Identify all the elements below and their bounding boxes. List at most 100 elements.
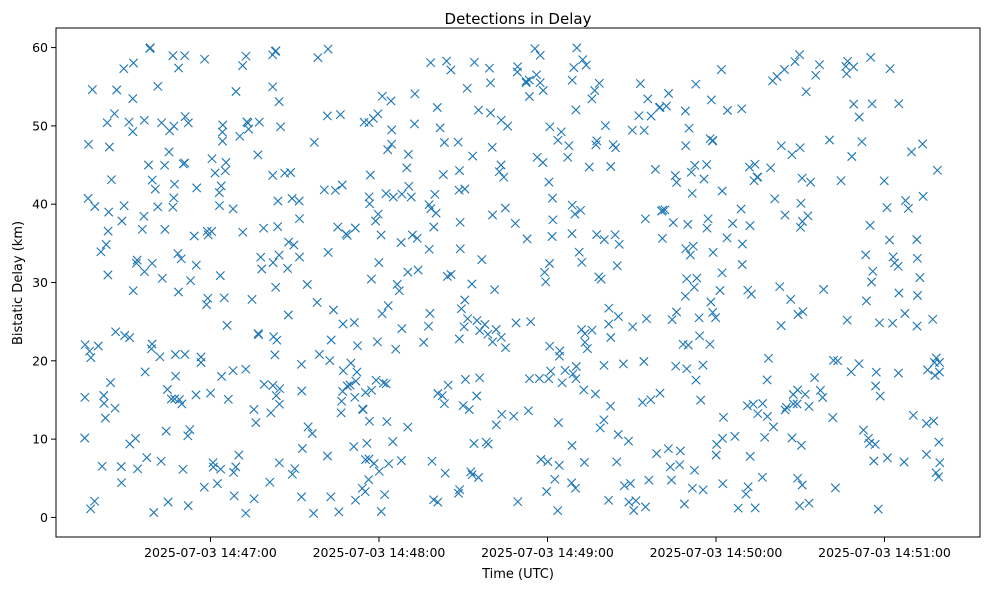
data-point <box>128 127 138 137</box>
data-point <box>364 118 374 128</box>
data-point <box>571 374 581 384</box>
data-point <box>322 451 333 461</box>
data-point <box>619 481 629 491</box>
data-point <box>928 314 938 324</box>
data-point <box>680 106 690 116</box>
data-point <box>323 247 333 257</box>
data-point <box>192 183 202 193</box>
data-point <box>338 386 348 396</box>
data-point <box>350 392 360 402</box>
data-point <box>269 332 279 342</box>
data-point <box>460 374 470 384</box>
data-point <box>222 320 232 330</box>
data-point <box>309 508 319 518</box>
data-point <box>671 307 682 317</box>
data-point <box>483 439 493 449</box>
data-point <box>770 194 780 204</box>
data-point <box>894 288 904 298</box>
data-point <box>307 428 317 439</box>
data-point <box>143 160 154 170</box>
data-point <box>810 373 820 383</box>
data-point <box>815 385 825 395</box>
data-point <box>99 390 109 401</box>
x-axis-ticks: 2025-07-03 14:47:00 2025-07-03 14:48:00 20… <box>144 537 951 560</box>
data-point <box>214 188 224 198</box>
data-point <box>912 234 922 245</box>
data-point <box>484 63 495 73</box>
data-point <box>109 109 120 119</box>
data-point <box>346 358 356 368</box>
data-point <box>793 309 803 320</box>
data-point <box>744 162 754 172</box>
data-point <box>128 58 139 68</box>
data-point <box>168 202 178 212</box>
data-point <box>313 53 323 63</box>
data-point <box>846 367 856 377</box>
data-point <box>745 221 755 231</box>
data-point <box>268 258 278 268</box>
data-point <box>394 286 404 296</box>
data-point <box>477 255 487 265</box>
data-point <box>841 61 851 71</box>
data-point <box>511 318 521 328</box>
data-point <box>147 175 157 185</box>
data-point <box>377 91 387 101</box>
data-point <box>582 344 592 354</box>
data-point <box>80 340 90 350</box>
data-point <box>695 331 705 341</box>
data-point <box>235 131 245 141</box>
data-point <box>373 209 383 219</box>
data-point <box>280 168 290 178</box>
data-point <box>613 311 623 322</box>
data-point <box>567 478 577 488</box>
data-point <box>459 322 469 332</box>
data-point <box>795 222 806 232</box>
data-point <box>912 290 923 301</box>
data-point <box>935 458 945 468</box>
data-point <box>257 264 267 274</box>
data-point <box>591 140 601 150</box>
data-point <box>762 411 772 421</box>
data-point <box>869 456 879 466</box>
data-point <box>208 458 218 468</box>
data-point <box>730 431 740 441</box>
data-point <box>367 385 377 395</box>
data-point <box>873 504 883 514</box>
data-point <box>541 277 551 287</box>
data-point <box>494 167 504 177</box>
data-point <box>145 43 155 54</box>
data-point <box>468 151 478 161</box>
data-point <box>208 462 218 472</box>
data-point <box>85 346 95 356</box>
data-point <box>708 247 718 257</box>
data-point <box>612 261 622 271</box>
plot-frame <box>55 27 981 538</box>
data-point <box>795 143 805 153</box>
data-point <box>712 439 722 449</box>
data-point <box>933 472 944 482</box>
data-point <box>383 145 393 155</box>
data-point <box>453 488 464 498</box>
data-point <box>228 366 238 376</box>
data-point <box>362 438 372 448</box>
data-point <box>594 78 604 88</box>
data-point <box>487 142 497 152</box>
data-point <box>176 254 186 264</box>
data-point <box>207 154 217 164</box>
data-point <box>717 186 727 196</box>
data-point <box>639 125 649 135</box>
data-point <box>688 241 698 251</box>
data-point <box>496 160 506 170</box>
data-point <box>90 496 100 506</box>
data-point <box>644 475 654 485</box>
data-point <box>270 350 280 360</box>
data-point <box>326 335 336 345</box>
data-point <box>453 137 463 147</box>
data-point <box>231 462 241 472</box>
data-point <box>157 273 167 283</box>
data-point <box>381 189 391 199</box>
data-point <box>216 181 226 191</box>
data-point <box>531 70 542 80</box>
data-point <box>547 231 557 242</box>
